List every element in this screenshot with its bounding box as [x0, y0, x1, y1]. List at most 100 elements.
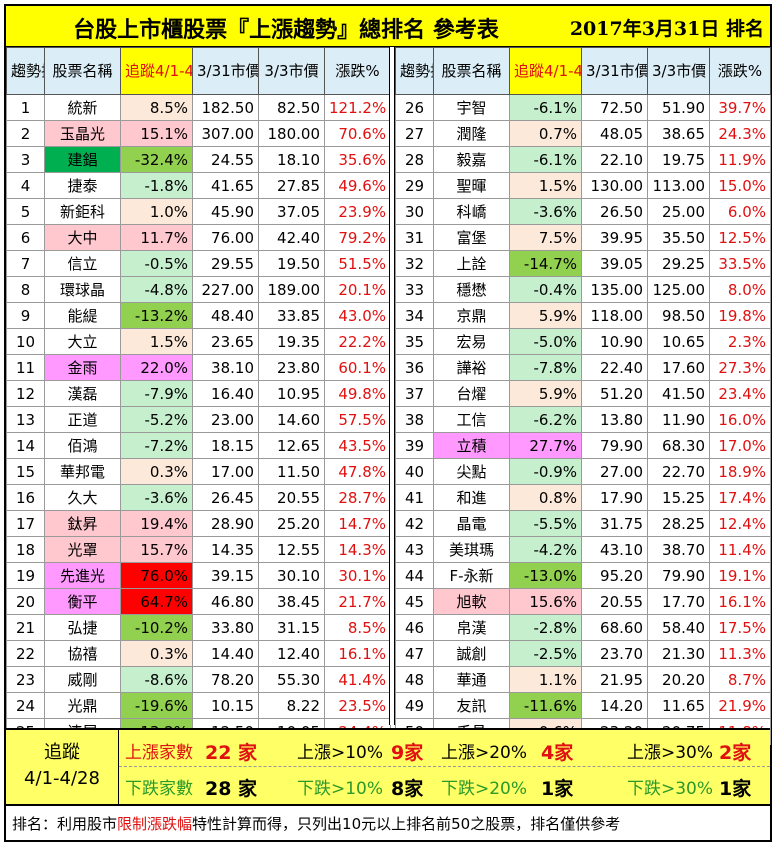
table-row: 41 和進 0.8% 17.90 15.25 17.4%	[395, 484, 771, 511]
rank-cell: 46	[395, 614, 434, 641]
rank-cell: 39	[395, 432, 434, 459]
change-pct-cell: 15.0%	[709, 172, 771, 199]
price-331-cell: 14.40	[192, 640, 259, 667]
rank-cell: 1	[6, 94, 45, 121]
header-change: 漲跌%	[709, 47, 771, 95]
table-row: 44 F-永新 -13.0% 95.20 79.90 19.1%	[395, 562, 771, 589]
table-row: 3 建錩 -32.4% 24.55 18.10 35.6%	[6, 146, 391, 173]
change-pct-cell: 21.9%	[709, 692, 771, 719]
track-change-cell: 5.9%	[509, 302, 582, 329]
rank-cell: 20	[6, 588, 45, 615]
price-331-cell: 48.40	[192, 302, 259, 329]
price-331-cell: 68.60	[581, 614, 648, 641]
change-pct-cell: 12.4%	[709, 510, 771, 537]
price-331-cell: 38.10	[192, 354, 259, 381]
stock-name-cell: 科嶠	[433, 198, 510, 225]
stock-name-cell: 聖暉	[433, 172, 510, 199]
up10-label: 上漲>10%	[297, 743, 384, 763]
header-name: 股票名稱	[44, 47, 121, 95]
rank-cell: 44	[395, 562, 434, 589]
table-row: 6 大中 11.7% 76.00 42.40 79.2%	[6, 224, 391, 251]
change-pct-cell: 39.7%	[709, 94, 771, 121]
price-33-cell: 37.05	[258, 198, 325, 225]
track-change-cell: 1.5%	[509, 172, 582, 199]
table-row: 5 新鉅科 1.0% 45.90 37.05 23.9%	[6, 198, 391, 225]
change-pct-cell: 20.1%	[324, 276, 391, 303]
change-pct-cell: 22.2%	[324, 328, 391, 355]
stock-name-cell: 宏易	[433, 328, 510, 355]
track-change-cell: -32.4%	[120, 146, 193, 173]
stock-name-cell: 誠創	[433, 640, 510, 667]
price-331-cell: 227.00	[192, 276, 259, 303]
stock-name-cell: 帛漢	[433, 614, 510, 641]
track-change-cell: -0.4%	[509, 276, 582, 303]
stock-name-cell: 久大	[44, 484, 121, 511]
price-33-cell: 12.40	[258, 640, 325, 667]
table-row: 42 晶電 -5.5% 31.75 28.25 12.4%	[395, 510, 771, 537]
footnote-highlight: 限制漲跌幅	[117, 815, 193, 833]
change-pct-cell: 2.3%	[709, 328, 771, 355]
up30-value: 2家	[719, 742, 752, 764]
price-331-cell: 39.15	[192, 562, 259, 589]
price-331-cell: 14.20	[581, 692, 648, 719]
price-331-cell: 76.00	[192, 224, 259, 251]
table-row: 36 譁裕 -7.8% 22.40 17.60 27.3%	[395, 354, 771, 381]
stock-name-cell: 衡平	[44, 588, 121, 615]
rank-cell: 9	[6, 302, 45, 329]
change-pct-cell: 23.4%	[709, 380, 771, 407]
rank-cell: 43	[395, 536, 434, 563]
rank-cell: 34	[395, 302, 434, 329]
rank-cell: 2	[6, 120, 45, 147]
price-331-cell: 26.45	[192, 484, 259, 511]
ranking-table-left: 趨勢排名股票名稱追蹤4/1-4/283/31市價3/3市價漲跌%1統新8.5%1…	[6, 47, 391, 745]
price-33-cell: 180.00	[258, 120, 325, 147]
price-33-cell: 11.90	[647, 406, 710, 433]
price-331-cell: 13.80	[581, 406, 648, 433]
track-change-cell: -5.5%	[509, 510, 582, 537]
change-pct-cell: 17.4%	[709, 484, 771, 511]
stock-name-cell: 台燿	[433, 380, 510, 407]
stock-name-cell: 立積	[433, 432, 510, 459]
price-33-cell: 42.40	[258, 224, 325, 251]
stock-name-cell: 潤隆	[433, 120, 510, 147]
stock-name-cell: 漢磊	[44, 380, 121, 407]
price-331-cell: 21.95	[581, 666, 648, 693]
change-pct-cell: 8.7%	[709, 666, 771, 693]
table-row: 10 大立 1.5% 23.65 19.35 22.2%	[6, 328, 391, 355]
stock-name-cell: 正道	[44, 406, 121, 433]
track-change-cell: -14.7%	[509, 250, 582, 277]
track-change-cell: -5.0%	[509, 328, 582, 355]
dn10-value: 8家	[391, 778, 424, 800]
change-pct-cell: 18.9%	[709, 458, 771, 485]
table-row: 33 穩懋 -0.4% 135.00 125.00 8.0%	[395, 276, 771, 303]
rank-cell: 42	[395, 510, 434, 537]
track-change-cell: -7.8%	[509, 354, 582, 381]
price-331-cell: 51.20	[581, 380, 648, 407]
price-33-cell: 79.90	[647, 562, 710, 589]
change-pct-cell: 79.2%	[324, 224, 391, 251]
ranking-date: 2017年3月31日 排名	[569, 18, 764, 40]
price-33-cell: 11.65	[647, 692, 710, 719]
header-track: 追蹤4/1-4/28	[509, 47, 582, 95]
table-row: 9 能緹 -13.2% 48.40 33.85 43.0%	[6, 302, 391, 329]
rank-cell: 5	[6, 198, 45, 225]
rank-cell: 6	[6, 224, 45, 251]
rank-cell: 37	[395, 380, 434, 407]
change-pct-cell: 70.6%	[324, 120, 391, 147]
track-change-cell: 0.7%	[509, 120, 582, 147]
table-row: 8 環球晶 -4.8% 227.00 189.00 20.1%	[6, 276, 391, 303]
up20-label: 上漲>20%	[441, 743, 528, 763]
stock-name-cell: 晶電	[433, 510, 510, 537]
down-count-label: 下跌家數	[125, 779, 193, 799]
change-pct-cell: 24.3%	[709, 120, 771, 147]
table-row: 13 正道 -5.2% 23.00 14.60 57.5%	[6, 406, 391, 433]
page-title: 台股上市櫃股票『上漲趨勢』總排名 參考表	[73, 18, 499, 43]
price-331-cell: 39.95	[581, 224, 648, 251]
price-331-cell: 45.90	[192, 198, 259, 225]
rank-cell: 14	[6, 432, 45, 459]
change-pct-cell: 49.6%	[324, 172, 391, 199]
table-row: 40 尖點 -0.9% 27.00 22.70 18.9%	[395, 458, 771, 485]
track-change-cell: -0.5%	[120, 250, 193, 277]
price-33-cell: 51.90	[647, 94, 710, 121]
price-331-cell: 41.65	[192, 172, 259, 199]
